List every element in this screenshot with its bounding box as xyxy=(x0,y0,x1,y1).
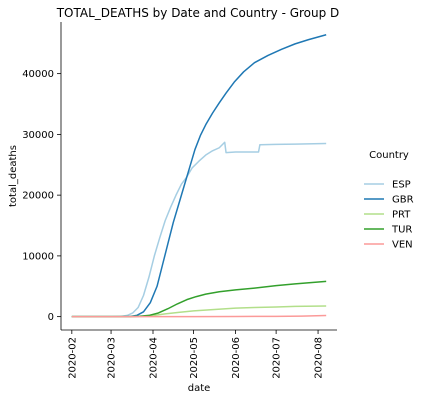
y-tick-label: 30000 xyxy=(22,130,54,141)
legend-label-prt: PRT xyxy=(392,210,411,221)
y-ticks: 0 10000 20000 30000 40000 xyxy=(22,69,61,323)
x-tick-label: 2020-02 xyxy=(67,337,78,379)
series-line-gbr xyxy=(71,34,327,318)
y-axis-title: total_deaths xyxy=(8,145,19,207)
x-axis-title: date xyxy=(188,383,211,394)
x-ticks: 2020-02 2020-03 2020-04 2020-05 2020-06 2020-… xyxy=(67,330,325,379)
legend-label-esp: ESP xyxy=(392,180,411,191)
x-tick-label: 2020-05 xyxy=(189,337,200,379)
series-line-esp xyxy=(71,141,327,318)
x-tick-label: 2020-07 xyxy=(272,337,283,379)
legend-title: Country xyxy=(369,150,409,161)
x-tick-label: 2020-03 xyxy=(107,337,118,379)
series-layer xyxy=(71,34,327,318)
y-tick-label: 0 xyxy=(48,312,54,323)
legend-label-ven: VEN xyxy=(392,240,413,251)
series-line-prt xyxy=(71,305,327,318)
legend: Country ESP GBR PRT TUR VEN xyxy=(364,150,414,251)
x-tick-label: 2020-04 xyxy=(149,337,160,379)
series-line-tur xyxy=(71,280,327,318)
x-tick-label: 2020-08 xyxy=(314,337,325,379)
series-line-ven xyxy=(71,314,327,318)
y-tick-label: 40000 xyxy=(22,69,54,80)
y-tick-label: 20000 xyxy=(22,191,54,202)
legend-label-tur: TUR xyxy=(391,225,412,236)
y-tick-label: 10000 xyxy=(22,251,54,262)
legend-label-gbr: GBR xyxy=(392,195,414,206)
legend-entries: ESP GBR PRT TUR VEN xyxy=(364,180,414,251)
chart-title: TOTAL_DEATHS by Date and Country - Group… xyxy=(56,6,340,20)
x-tick-label: 2020-06 xyxy=(231,337,242,379)
